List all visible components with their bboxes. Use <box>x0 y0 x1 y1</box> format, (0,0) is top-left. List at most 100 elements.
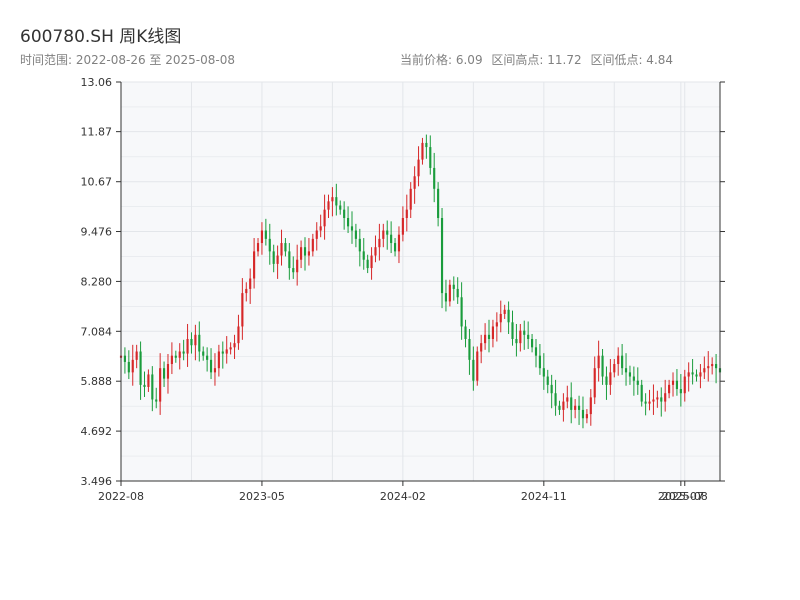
candle-body <box>452 284 455 289</box>
candle-body <box>413 176 416 189</box>
range-high-text: 区间高点: 11.72 <box>491 53 582 67</box>
candle-body <box>284 243 287 252</box>
candle-body <box>585 414 588 419</box>
range-low-text: 区间低点: 4.84 <box>590 53 674 67</box>
x-tick-label: 2025-08 <box>662 490 708 503</box>
candle-body <box>182 351 185 354</box>
candle-body <box>715 364 718 369</box>
candle-body <box>687 372 690 377</box>
grid-lines <box>120 81 720 482</box>
y-tick-label: 4.692 <box>81 425 113 438</box>
candle-body <box>456 288 459 298</box>
candle-body <box>268 238 271 252</box>
candle-body <box>683 376 686 394</box>
y-tick-label: 5.888 <box>81 375 113 388</box>
candle-body <box>487 334 491 339</box>
candle-body <box>480 343 483 352</box>
candle-body <box>707 366 710 369</box>
candle-body <box>668 384 671 394</box>
candle-body <box>386 230 389 235</box>
candle-body <box>135 351 138 360</box>
candle-body <box>597 355 600 369</box>
candle-body <box>264 230 267 239</box>
y-tick-label: 8.280 <box>81 275 113 288</box>
candle-body <box>601 355 604 377</box>
candle-body <box>350 226 354 231</box>
candle-body <box>648 401 651 404</box>
y-tick-label: 11.87 <box>81 126 113 139</box>
candle-body <box>499 313 502 323</box>
candle-body <box>652 399 655 402</box>
candle-body <box>570 397 573 410</box>
candle-body <box>370 255 373 269</box>
candle-body <box>409 188 412 210</box>
chart-title: 600780.SH 周K线图 <box>20 27 182 47</box>
candle-body <box>260 230 264 244</box>
candle-body <box>644 401 647 404</box>
candle-body <box>249 278 252 289</box>
candle-body <box>296 259 299 273</box>
candle-body <box>217 351 220 369</box>
candle-body <box>491 326 495 339</box>
candle-body <box>538 355 541 369</box>
candle-body <box>554 393 557 406</box>
candle-body <box>159 368 162 402</box>
candle-body <box>123 355 126 362</box>
candle-body <box>664 393 667 402</box>
candle-body <box>343 209 346 219</box>
candle-body <box>621 355 624 369</box>
candle-body <box>319 226 322 231</box>
candle-body <box>476 351 479 381</box>
price-summary: 当前价格: 6.09 区间高点: 11.72 区间低点: 4.84 <box>400 51 678 68</box>
y-tick-label: 9.476 <box>81 226 113 239</box>
candle-body <box>131 359 134 373</box>
x-tick-label: 2022-08 <box>98 490 144 503</box>
candle-body <box>636 380 639 385</box>
candle-body <box>577 405 581 410</box>
candle-body <box>194 334 197 346</box>
candle-body <box>339 205 342 210</box>
x-tick-label: 2023-05 <box>239 490 285 503</box>
candle-body <box>515 338 518 344</box>
candle-body <box>691 372 694 375</box>
candle-body <box>300 247 303 260</box>
candle-body <box>221 351 224 354</box>
candle-body <box>605 376 608 385</box>
candle-body <box>421 142 424 160</box>
candle-body <box>245 288 248 294</box>
candle-body <box>253 251 256 279</box>
candle-body <box>366 259 369 269</box>
candle-body <box>444 293 448 302</box>
candle-body <box>640 384 643 402</box>
candle-body <box>256 243 260 252</box>
candle-body <box>558 405 561 410</box>
candle-body <box>229 347 232 350</box>
candle-body <box>534 347 538 356</box>
candle-body <box>378 238 381 248</box>
candle-body <box>237 326 240 344</box>
candle-body <box>209 359 213 373</box>
candle-body <box>562 401 565 410</box>
candle-body <box>464 326 467 339</box>
candle-body <box>405 209 408 219</box>
candle-body <box>143 384 146 387</box>
candle-body <box>527 334 530 339</box>
candle-body <box>711 364 714 367</box>
candle-body <box>241 293 244 327</box>
candle-body <box>374 247 377 256</box>
candle-body <box>335 197 338 206</box>
candle-body <box>162 368 166 379</box>
candle-body <box>660 397 663 402</box>
candle-body <box>675 380 679 390</box>
y-tick-label: 3.496 <box>81 475 113 488</box>
candle-body <box>425 142 428 148</box>
candle-body <box>311 238 314 252</box>
candle-body <box>147 374 150 387</box>
candle-body <box>699 372 702 377</box>
candle-body <box>671 380 675 385</box>
candle-body <box>574 405 577 410</box>
y-tick-label: 10.67 <box>81 176 113 189</box>
candle-body <box>609 372 612 385</box>
candle-body <box>151 374 154 400</box>
